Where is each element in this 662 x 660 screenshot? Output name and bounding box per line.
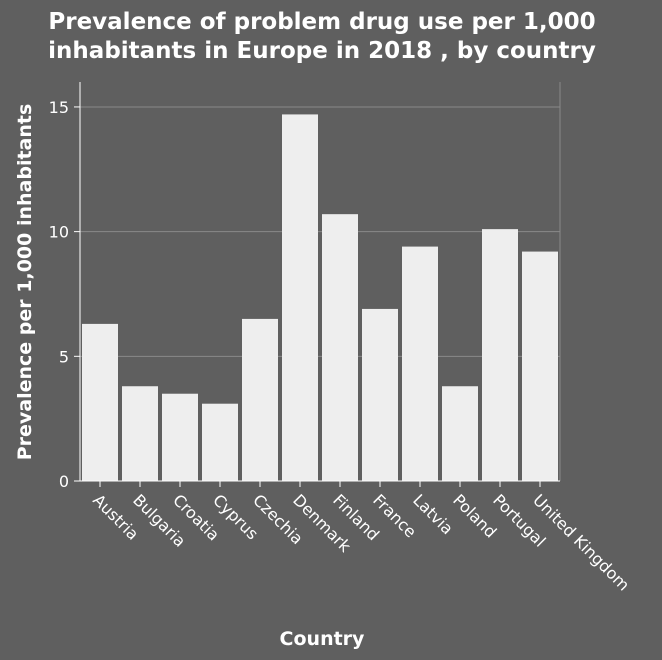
bar-denmark — [282, 114, 318, 481]
chart-title-line-2: inhabitants in Europe in 2018 , by count… — [48, 38, 596, 64]
gridlines — [80, 82, 561, 481]
x-axis-ticks: AustriaBulgariaCroatiaCyprusCzechiaDenma… — [89, 481, 633, 595]
bar-finland — [322, 214, 358, 481]
y-tick-label: 15 — [49, 98, 69, 117]
x-tick-label: Poland — [449, 490, 500, 541]
bar-czechia — [242, 318, 278, 481]
x-tick-label: United Kingdom — [529, 490, 633, 594]
bar-poland — [442, 386, 478, 481]
bars — [82, 114, 558, 481]
y-axis-title: Prevalence per 1,000 inhabitants — [14, 104, 36, 461]
bar-portugal — [482, 229, 518, 481]
bar-latvia — [402, 246, 438, 481]
chart-title: Prevalence of problem drug use per 1,000… — [48, 9, 596, 64]
x-axis-title: Country — [280, 628, 366, 650]
y-tick-label: 10 — [49, 223, 69, 242]
y-tick-label: 0 — [59, 472, 69, 491]
bar-bulgaria — [122, 386, 158, 481]
chart-title-line-1: Prevalence of problem drug use per 1,000 — [48, 9, 595, 35]
bar-united-kingdom — [522, 251, 558, 481]
bar-cyprus — [202, 403, 238, 481]
axes — [79, 82, 560, 482]
bar-austria — [82, 323, 118, 481]
bar-croatia — [162, 393, 198, 481]
y-axis-ticks: 0 5 10 15 — [49, 98, 80, 491]
bar-france — [362, 308, 398, 481]
y-tick-label: 5 — [59, 347, 69, 366]
